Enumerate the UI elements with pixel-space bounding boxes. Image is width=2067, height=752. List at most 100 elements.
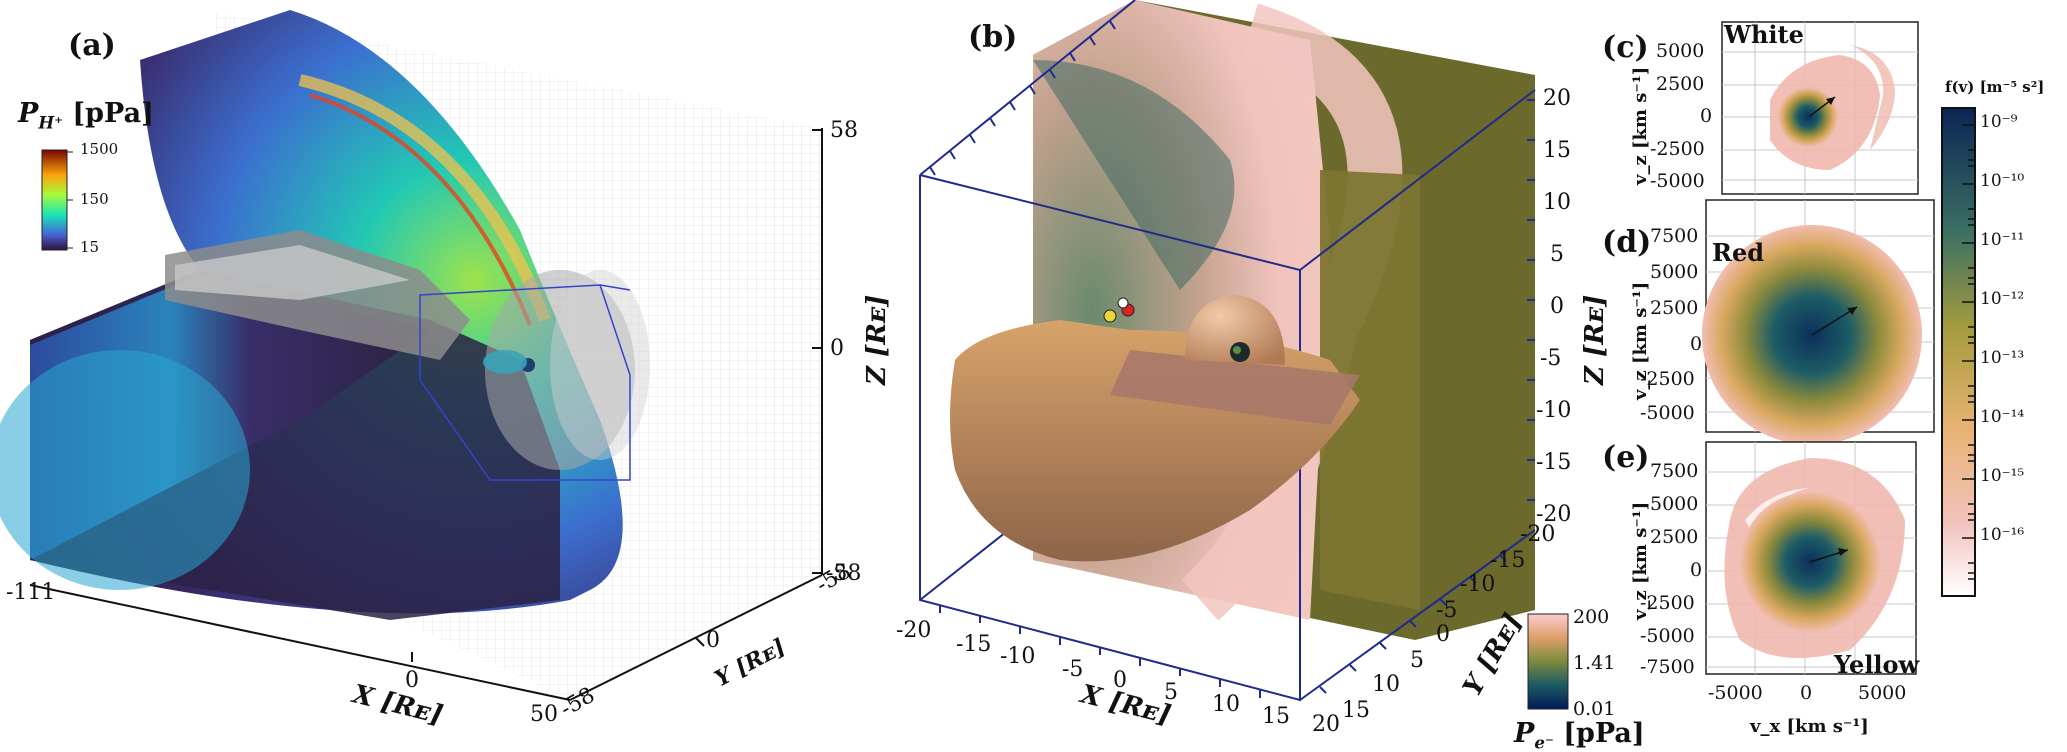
panel-b-y-tick: -15 [1490,548,1526,573]
panel-b-z-tick: -10 [1536,398,1572,423]
panel-a-y-axis-line [569,574,823,701]
panel-b-z-tick: 0 [1550,294,1564,319]
panel-a-z-axis-title: Z [Rᴇ] [862,294,892,385]
panel-b-colorbar-title-sub: e⁻ [1534,732,1554,752]
panel-e-y-tick: 5000 [1650,493,1699,515]
panel-a-colorbar-title-sub: H⁺ [38,112,63,133]
vdf-panels [1702,21,1976,675]
vdf-colorbar-tick: 10⁻⁹ [1980,112,2018,132]
panel-a-x-tick: 0 [405,668,419,693]
panel-e-y-tick: -2500 [1640,592,1695,614]
panel-b-z-tick: -5 [1540,346,1562,371]
panel-d-y-tick: -2500 [1640,368,1695,390]
panel-b-x-tick: -20 [896,618,932,643]
vdf-colorbar-ticks [1962,124,1975,580]
panel-d-y-tick: 0 [1690,333,1703,355]
panel-b-y-tick: 0 [1436,622,1450,647]
panel-c-vdf [1778,87,1838,147]
panel-e-y-tick: 7500 [1650,460,1699,482]
vdf-colorbar-title: f(v) [m⁻⁵ s²] [1945,78,2045,96]
panel-a-x-axis-line [29,584,571,701]
panel-e-tag: Yellow [1834,650,1920,679]
panel-b-letter: (b) [968,20,1018,55]
panel-a-letter: (a) [68,28,116,63]
vdf-colorbar-tick: 10⁻¹¹ [1980,230,2025,250]
panel-c-y-tick: -2500 [1650,138,1705,160]
panel-b-z-tick: -20 [1536,502,1572,527]
panel-b-visualization [919,0,1569,710]
panel-d-y-tick: 7500 [1650,225,1699,247]
vdf-colorbar-tick: 10⁻¹⁶ [1980,525,2025,545]
panel-a-colorbar-title-main: P [18,98,39,129]
panel-a-colorbar-title: PH⁺ [pPa] [18,98,154,132]
panel-e-x-tick: 0 [1800,682,1813,704]
panel-b-colorbar-title-main: P [1514,718,1535,749]
panel-b-colorbar-tick: 1.41 [1573,652,1616,674]
panel-a-z-tick: 58 [830,118,858,143]
panel-b-x-tick: -15 [956,632,992,657]
vdf-colorbar-tick: 10⁻¹⁵ [1980,466,2025,486]
panel-a-z-tick: 0 [830,336,844,361]
panel-b-z-tick: -15 [1536,450,1572,475]
panel-b-frame-ticks [929,20,1535,698]
panel-b-dome [1185,295,1285,365]
panel-a-x-tick: -111 [6,580,56,605]
panel-a-visualization [0,10,823,701]
panel-b-y-tick: 10 [1372,672,1400,697]
panel-b-y-tick: -20 [1520,522,1556,547]
panel-b-z-axis-title: Z [Rᴇ] [1580,294,1610,385]
panel-b-colorbar-title-unit: [pPa] [1563,718,1645,749]
panel-c-letter: (c) [1602,30,1649,65]
panel-e-y-tick: -7500 [1640,656,1695,678]
panel-e-letter: (e) [1602,440,1650,475]
panel-d-y-axis-title: v_z [km s⁻¹] [1630,281,1651,400]
panel-b-x-tick: 10 [1212,692,1240,717]
panel-d-y-tick: 5000 [1650,261,1699,283]
panel-b-y-tick: -5 [1436,598,1458,623]
panel-c-y-tick: 2500 [1656,73,1705,95]
panel-e-x-tick: -5000 [1708,682,1763,704]
panel-d-y-tick: 2500 [1650,297,1699,319]
panel-d-tag: Red [1712,238,1764,267]
panel-b-x-tick: 15 [1262,704,1290,729]
panel-c-y-tick: -5000 [1650,170,1705,192]
panel-b-z-tick: 5 [1550,242,1564,267]
panel-e-y-axis-title: v_z [km s⁻¹] [1630,501,1651,620]
panel-e-x-axis-title: v_x [km s⁻¹] [1750,716,1869,737]
panel-a-x-tick: 50 [530,702,558,727]
panel-a-y-tick: 0 [706,628,720,653]
panel-b-y-tick: 20 [1312,712,1340,737]
panel-c-y-tick: 0 [1700,105,1713,127]
panel-b-cut-plane [1110,350,1360,425]
panel-c-y-tick: 5000 [1656,40,1705,62]
panel-b-colorbar [1527,613,1569,710]
vdf-colorbar-tick: 10⁻¹² [1980,289,2025,309]
vdf-colorbar [1941,107,1976,597]
panel-b-y-tick: 15 [1342,698,1370,723]
panel-b-y-tick: 5 [1410,648,1424,673]
panel-a-z-tick: -58 [826,561,862,586]
panel-e-y-tick: 2500 [1650,526,1699,548]
panel-c-tag: White [1724,20,1804,49]
panel-b-x-tick: -10 [1000,644,1036,669]
panel-a-colorbar [41,149,68,251]
panel-b-colorbar-tick: 0.01 [1573,698,1616,720]
panel-d-y-tick: -5000 [1640,402,1695,424]
panel-b-y-tick: -10 [1460,572,1496,597]
panel-b-z-tick: 10 [1543,190,1571,215]
yellow-marker [1103,309,1117,323]
panel-d-letter: (d) [1602,225,1652,260]
panel-b-z-tick: 20 [1543,86,1571,111]
panel-b-x-tick: -5 [1062,657,1084,682]
panel-b-x-tick: 5 [1164,680,1178,705]
panel-e-y-tick: 0 [1690,559,1703,581]
panel-e-x-tick: 5000 [1858,682,1907,704]
vdf-colorbar-tick: 10⁻¹⁰ [1980,171,2025,191]
panel-b-colorbar-tick: 200 [1573,606,1610,628]
panel-a-colorbar-tick: 1500 [80,140,119,158]
panel-c-y-axis-title: v_z [km s⁻¹] [1630,66,1651,185]
panel-a-colorbar-tick: 150 [80,190,109,208]
panel-b-frame-box [919,0,1536,702]
panel-b-x-tick: 0 [1113,668,1127,693]
